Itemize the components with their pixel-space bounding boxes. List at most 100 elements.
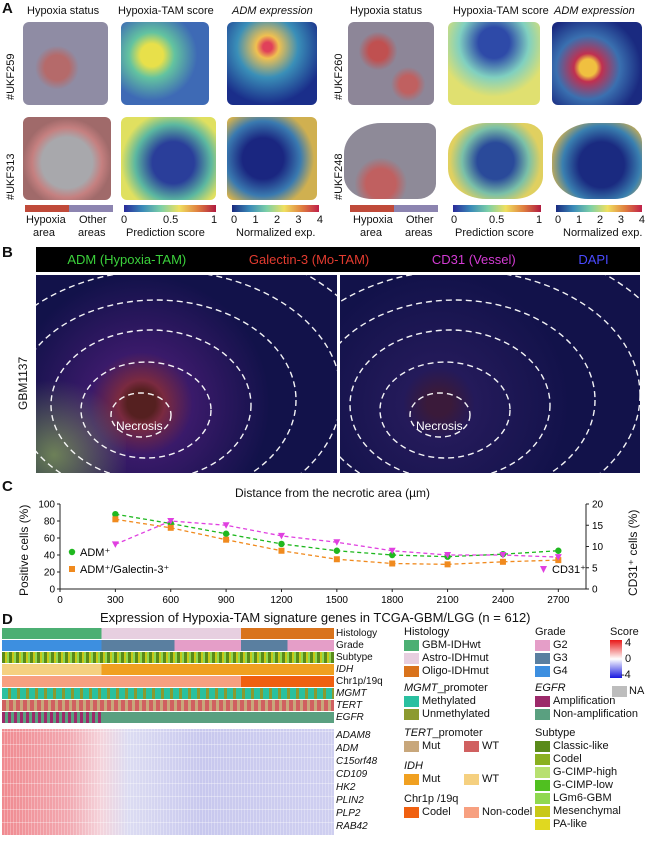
legend-swatch bbox=[404, 639, 419, 651]
legend-swatch bbox=[535, 805, 550, 817]
exp-title-right: Normalized exp. bbox=[563, 227, 643, 239]
tissue-ukf248-adm bbox=[552, 123, 642, 199]
exp-tick: 4 bbox=[316, 214, 323, 226]
hypoxia-legend-bar-right bbox=[350, 205, 438, 212]
legend-text: G4 bbox=[553, 665, 568, 677]
legend-grade-1: G2 bbox=[535, 639, 638, 652]
x-tick-label: 300 bbox=[107, 595, 124, 606]
legend-mgmt-title-r: _promoter bbox=[437, 682, 488, 694]
score-legend-tick-0: 0 bbox=[625, 653, 632, 665]
y2-tick-label: 10 bbox=[592, 542, 604, 553]
data-point-0 bbox=[555, 547, 562, 554]
track-label-histology: Histology bbox=[336, 628, 378, 639]
legend-text: G2 bbox=[553, 639, 568, 651]
track-egfr bbox=[2, 712, 334, 723]
legend-swatch bbox=[535, 818, 550, 830]
legend-text: Classic-like bbox=[553, 740, 609, 752]
track-grade bbox=[2, 640, 334, 651]
gene-label: CD109 bbox=[336, 769, 368, 780]
legend-subtype-4: G-CIMP-low bbox=[535, 779, 638, 792]
a-title-hypoxia-left: Hypoxia status bbox=[27, 5, 100, 17]
score-tick-0-right: 0 bbox=[451, 214, 458, 226]
track-label-mgmt: MGMT bbox=[336, 688, 367, 699]
legend-swatch bbox=[464, 740, 479, 752]
legend-text: PA-like bbox=[553, 818, 588, 830]
panel-c-letter: C bbox=[2, 478, 13, 495]
legend-swatch bbox=[535, 740, 550, 752]
y2-tick-label: 20 bbox=[592, 500, 604, 511]
x-tick-label: 1200 bbox=[270, 595, 293, 606]
exp-tick: 0 bbox=[555, 214, 562, 226]
legend-tert-title: TERT_promoter bbox=[404, 727, 532, 740]
gene-label: ADM bbox=[336, 743, 359, 754]
legend-swatch bbox=[404, 652, 419, 664]
legend-idh-row: Mut WT bbox=[404, 773, 532, 786]
legend-col-1: Histology GBM-IDHwt Astro-IDHmut Oligo-I… bbox=[404, 626, 532, 819]
legend-subtype-1: Classic-like bbox=[535, 740, 638, 753]
legend-other-areas-l1: Other bbox=[79, 214, 107, 226]
tissue-ukf313-hypoxia bbox=[23, 117, 111, 200]
legend-histology-1: GBM-IDHwt bbox=[404, 639, 532, 652]
legend-marker bbox=[69, 566, 75, 572]
score-colorbar-left bbox=[124, 205, 216, 212]
legend-swatch bbox=[535, 753, 550, 765]
exp-colorbar-right bbox=[556, 205, 642, 212]
b-image-right: Necrosis bbox=[340, 275, 640, 473]
x-tick-label: 1800 bbox=[381, 595, 404, 606]
tissue-ukf248-score bbox=[448, 123, 543, 199]
data-point-0 bbox=[222, 530, 230, 537]
exp-tick: 0 bbox=[231, 214, 238, 226]
data-point-2 bbox=[388, 547, 396, 555]
exp-tick: 2 bbox=[596, 214, 604, 226]
legend-histology-title: Histology bbox=[404, 626, 450, 638]
x-tick-label: 900 bbox=[218, 595, 235, 606]
exp-colorbar-left bbox=[232, 205, 319, 212]
legend-egfr-1: Amplification bbox=[535, 695, 638, 708]
gene-label: PLP2 bbox=[336, 808, 361, 819]
gene-labels: ADAM8 ADM C15orf48 CD109 HK2 PLIN2 PLP2 … bbox=[336, 729, 377, 833]
y-tick-label: 60 bbox=[44, 534, 56, 545]
legend-swatch bbox=[535, 766, 550, 778]
legend-subtype-5: LGm6-GBM bbox=[535, 792, 638, 805]
legend-tert-title-i: TERT bbox=[404, 727, 433, 739]
track-label-egfr: EGFR bbox=[336, 712, 364, 723]
y2-tick-label: 15 bbox=[592, 521, 604, 532]
legend-text: G-CIMP-high bbox=[553, 766, 618, 778]
data-point-1 bbox=[389, 560, 396, 567]
b-label-dapi: DAPI bbox=[578, 252, 609, 267]
legend-swatch bbox=[404, 740, 419, 752]
exp-tick: 4 bbox=[638, 214, 645, 226]
legend-subtype-6: Mesenchymal bbox=[535, 805, 638, 818]
score-tick-05-left: 0.5 bbox=[163, 214, 179, 226]
track-labels: Histology Grade Subtype IDH Chr1p/19q MG… bbox=[336, 627, 383, 724]
tissue-ukf260-hypoxia bbox=[348, 22, 434, 105]
x-tick-label: 2700 bbox=[547, 595, 570, 606]
score-tick-1-right: 1 bbox=[536, 214, 543, 226]
legend-swatch bbox=[464, 773, 479, 785]
gene-label: ADAM8 bbox=[336, 730, 371, 741]
b-image-left: Necrosis bbox=[36, 275, 337, 473]
legend-text: Mut bbox=[422, 773, 441, 785]
legend-text: Non-amplification bbox=[553, 708, 638, 720]
legend-text: Oligo-IDHmut bbox=[422, 665, 489, 677]
legend-swatch bbox=[535, 708, 550, 720]
y2-tick-label: 5 bbox=[592, 563, 598, 574]
data-point-2 bbox=[499, 552, 507, 559]
x-tick-label: 2100 bbox=[436, 595, 459, 606]
y-tick-label: 40 bbox=[44, 551, 56, 562]
panel-a-letter: A bbox=[2, 0, 13, 17]
legend-swatch bbox=[535, 639, 550, 651]
y-tick-label: 0 bbox=[49, 585, 55, 596]
y-tick-label: 80 bbox=[44, 517, 56, 528]
a-title-score-right: Hypoxia-TAM score bbox=[453, 5, 549, 17]
na-swatch bbox=[612, 686, 627, 697]
exp-tick: 1 bbox=[252, 214, 259, 226]
track-subtype bbox=[2, 652, 334, 663]
legend-text: Unmethylated bbox=[422, 708, 490, 720]
annotation-tracks bbox=[2, 628, 334, 729]
track-histology bbox=[2, 628, 334, 639]
y-tick-label: 100 bbox=[38, 500, 55, 511]
d-title: Expression of Hypoxia-TAM signature gene… bbox=[100, 610, 531, 625]
tissue-ukf260-adm bbox=[552, 22, 642, 105]
b-dashed-contours-right bbox=[340, 275, 640, 473]
